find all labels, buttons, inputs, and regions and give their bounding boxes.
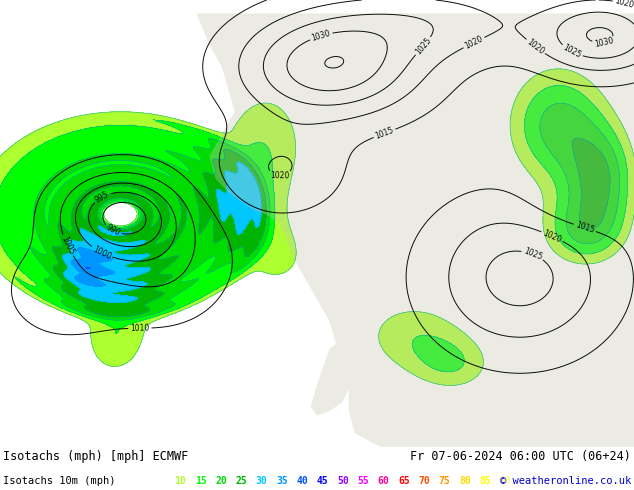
Text: 995: 995 bbox=[94, 190, 111, 205]
Text: Isotachs 10m (mph): Isotachs 10m (mph) bbox=[3, 476, 115, 487]
Text: 1020: 1020 bbox=[541, 228, 563, 245]
Text: 75: 75 bbox=[439, 476, 450, 487]
Text: 1015: 1015 bbox=[374, 125, 395, 141]
Text: 50: 50 bbox=[337, 476, 349, 487]
Text: 1020: 1020 bbox=[525, 37, 546, 56]
Text: 85: 85 bbox=[479, 476, 491, 487]
Text: 25: 25 bbox=[235, 476, 247, 487]
Text: 1020: 1020 bbox=[270, 171, 289, 180]
Text: 1030: 1030 bbox=[311, 29, 332, 43]
Text: 30: 30 bbox=[256, 476, 268, 487]
Text: 1020: 1020 bbox=[614, 0, 634, 10]
Text: 20: 20 bbox=[215, 476, 227, 487]
Text: 90: 90 bbox=[500, 476, 511, 487]
Text: 40: 40 bbox=[296, 476, 308, 487]
Text: 990: 990 bbox=[104, 223, 121, 238]
Text: 1025: 1025 bbox=[561, 43, 583, 60]
Text: Isotachs (mph) [mph] ECMWF: Isotachs (mph) [mph] ECMWF bbox=[3, 450, 188, 463]
Text: 1025: 1025 bbox=[413, 36, 433, 56]
Text: 45: 45 bbox=[316, 476, 328, 487]
Text: 70: 70 bbox=[418, 476, 430, 487]
Text: 80: 80 bbox=[459, 476, 470, 487]
Text: 1015: 1015 bbox=[574, 220, 595, 235]
Text: 1010: 1010 bbox=[130, 323, 150, 333]
Text: © weatheronline.co.uk: © weatheronline.co.uk bbox=[500, 476, 631, 487]
Text: 1000: 1000 bbox=[91, 245, 112, 261]
Text: 60: 60 bbox=[378, 476, 389, 487]
Text: 55: 55 bbox=[358, 476, 369, 487]
Text: 10: 10 bbox=[174, 476, 186, 487]
Text: 1030: 1030 bbox=[593, 36, 614, 49]
Text: 35: 35 bbox=[276, 476, 288, 487]
Text: 1020: 1020 bbox=[463, 34, 484, 51]
Text: 65: 65 bbox=[398, 476, 410, 487]
Text: 1025: 1025 bbox=[522, 246, 543, 262]
Text: 1005: 1005 bbox=[59, 235, 76, 256]
Text: 15: 15 bbox=[195, 476, 207, 487]
Text: Fr 07-06-2024 06:00 UTC (06+24): Fr 07-06-2024 06:00 UTC (06+24) bbox=[410, 450, 631, 463]
